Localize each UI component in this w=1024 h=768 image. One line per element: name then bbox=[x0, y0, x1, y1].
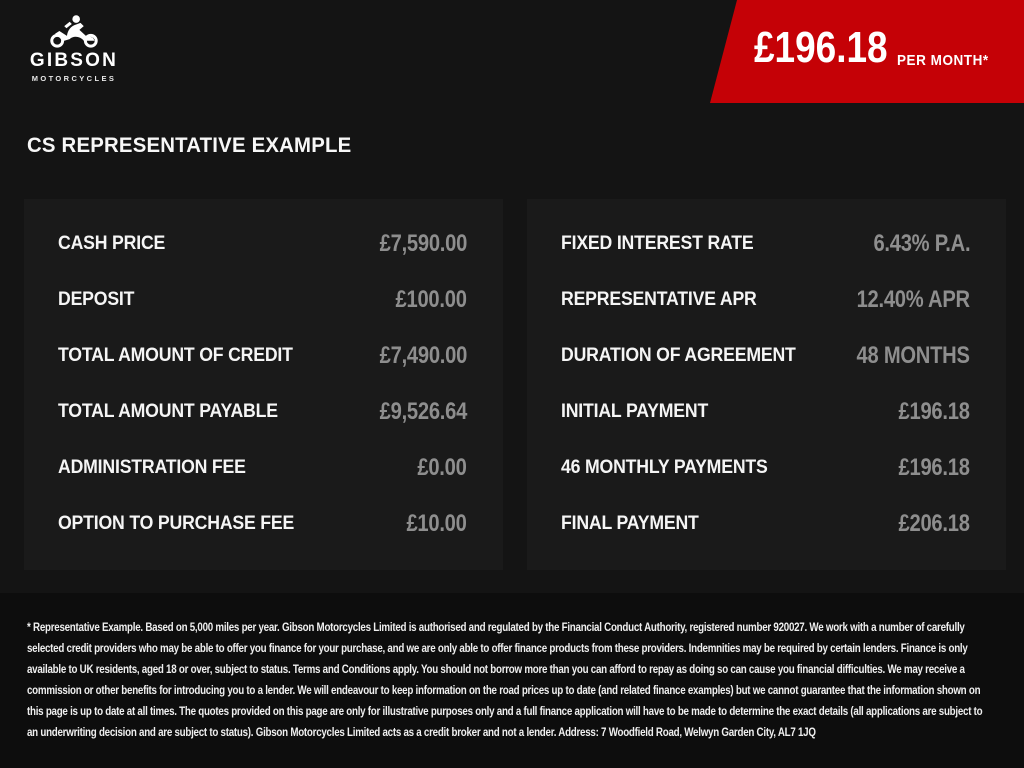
finance-panels: CASH PRICE £7,590.00 DEPOSIT £100.00 TOT… bbox=[24, 199, 1006, 570]
finance-row-deposit: DEPOSIT £100.00 bbox=[58, 272, 467, 328]
finance-panel-left: CASH PRICE £7,590.00 DEPOSIT £100.00 TOT… bbox=[24, 199, 503, 570]
motorcycle-icon bbox=[26, 13, 122, 49]
finance-label: DURATION OF AGREEMENT bbox=[561, 345, 796, 366]
disclaimer-text: * Representative Example. Based on 5,000… bbox=[27, 622, 983, 739]
finance-value: £7,490.00 bbox=[379, 342, 468, 369]
finance-value: £196.18 bbox=[898, 454, 970, 481]
finance-row-cash-price: CASH PRICE £7,590.00 bbox=[58, 216, 467, 272]
finance-value: £9,526.64 bbox=[379, 398, 468, 425]
finance-row-initial-payment: INITIAL PAYMENT £196.18 bbox=[561, 384, 970, 440]
finance-row-total-payable: TOTAL AMOUNT PAYABLE £9,526.64 bbox=[58, 384, 467, 440]
finance-label: TOTAL AMOUNT OF CREDIT bbox=[58, 345, 293, 366]
finance-label: REPRESENTATIVE APR bbox=[561, 289, 757, 310]
finance-row-final-payment: FINAL PAYMENT £206.18 bbox=[561, 496, 970, 552]
finance-label: DEPOSIT bbox=[58, 289, 135, 310]
finance-panel-right: FIXED INTEREST RATE 6.43% P.A. REPRESENT… bbox=[527, 199, 1006, 570]
finance-row-duration: DURATION OF AGREEMENT 48 MONTHS bbox=[561, 328, 970, 384]
finance-value: £206.18 bbox=[898, 510, 970, 537]
brand-tagline: MOTORCYCLES bbox=[31, 74, 117, 83]
finance-value: 12.40% APR bbox=[856, 286, 971, 313]
finance-value: £100.00 bbox=[395, 286, 467, 313]
finance-row-option-to-purchase-fee: OPTION TO PURCHASE FEE £10.00 bbox=[58, 496, 467, 552]
finance-value: £10.00 bbox=[406, 510, 467, 537]
monthly-price-period: PER MONTH* bbox=[897, 52, 989, 69]
finance-label: TOTAL AMOUNT PAYABLE bbox=[58, 401, 278, 422]
finance-label: FINAL PAYMENT bbox=[561, 513, 699, 534]
finance-row-fixed-interest-rate: FIXED INTEREST RATE 6.43% P.A. bbox=[561, 216, 970, 272]
monthly-price-banner: £196.18 PER MONTH* bbox=[710, 0, 1024, 103]
finance-row-total-credit: TOTAL AMOUNT OF CREDIT £7,490.00 bbox=[58, 328, 467, 384]
brand-logo[interactable]: GIBSON MOTORCYCLES bbox=[26, 13, 122, 83]
disclaimer-footer: * Representative Example. Based on 5,000… bbox=[0, 593, 1024, 768]
finance-label: FIXED INTEREST RATE bbox=[561, 233, 754, 254]
finance-label: ADMINISTRATION FEE bbox=[58, 457, 246, 478]
finance-value: 6.43% P.A. bbox=[873, 230, 970, 257]
page-title: CS REPRESENTATIVE EXAMPLE bbox=[27, 134, 352, 157]
finance-value: £7,590.00 bbox=[379, 230, 468, 257]
finance-label: OPTION TO PURCHASE FEE bbox=[58, 513, 295, 534]
monthly-price-amount: £196.18 bbox=[754, 23, 888, 72]
finance-row-representative-apr: REPRESENTATIVE APR 12.40% APR bbox=[561, 272, 970, 328]
finance-value: 48 MONTHS bbox=[856, 342, 970, 369]
brand-name: GIBSON bbox=[29, 50, 119, 71]
finance-row-monthly-payments: 46 MONTHLY PAYMENTS £196.18 bbox=[561, 440, 970, 496]
finance-label: INITIAL PAYMENT bbox=[561, 401, 709, 422]
finance-label: 46 MONTHLY PAYMENTS bbox=[561, 457, 768, 478]
finance-value: £196.18 bbox=[898, 398, 970, 425]
finance-label: CASH PRICE bbox=[58, 233, 166, 254]
finance-row-admin-fee: ADMINISTRATION FEE £0.00 bbox=[58, 440, 467, 496]
finance-value: £0.00 bbox=[417, 454, 467, 481]
